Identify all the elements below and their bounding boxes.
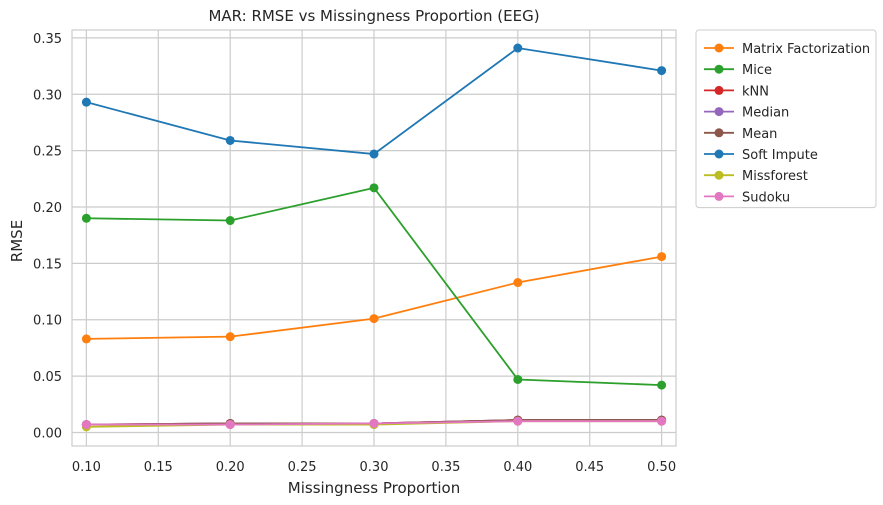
data-point [513,374,523,384]
plot-frame [71,29,677,447]
y-tick-label: 0.30 [33,88,62,103]
legend-swatch-marker [714,149,724,159]
legend-item: Soft Impute [704,148,818,163]
y-tick-label: 0.10 [33,314,62,329]
data-point [369,183,379,193]
x-tick-label: 0.30 [360,460,389,475]
y-tick-label: 0.15 [33,257,62,272]
legend-label: kNN [742,84,769,99]
y-tick-label: 0.35 [33,32,62,47]
x-axis-label: Missingness Proportion [288,479,460,497]
x-tick-label: 0.50 [647,460,676,475]
data-point [81,420,91,430]
x-tick-label: 0.10 [72,460,101,475]
y-tick-label: 0.05 [33,370,62,385]
legend-swatch-marker [714,64,724,74]
data-point [657,66,667,76]
legend-item: Matrix Factorization [704,42,870,57]
y-tick-label: 0.25 [33,145,62,160]
legend-item: Median [704,106,789,121]
data-point [513,416,523,426]
legend-swatch-marker [714,128,724,138]
legend-label: Missforest [742,169,808,184]
data-point [225,420,235,430]
y-tick-label: 0.20 [33,201,62,216]
legend-item: Missforest [704,169,808,184]
series-sudoku [81,416,667,430]
x-tick-label: 0.25 [288,460,317,475]
legend-swatch-marker [714,107,724,117]
data-point [369,418,379,428]
series-layer [81,43,667,432]
legend-label: Sudoku [742,190,790,205]
data-point [81,97,91,107]
legend-item: kNN [704,84,769,99]
data-point [657,416,667,426]
x-tick-labels: 0.10 0.15 0.20 0.25 0.30 0.35 0.40 0.45 0.50 [72,460,676,475]
data-point [225,216,235,226]
series-soft-impute [81,43,667,159]
legend-swatch-marker [714,191,724,201]
legend-label: Mean [742,127,777,142]
x-tick-label: 0.45 [575,460,604,475]
data-point [369,149,379,159]
y-axis-label: RMSE [8,220,26,262]
series-mice [81,183,667,390]
y-tick-label: 0.00 [33,426,62,441]
data-point [81,334,91,344]
legend-swatch-marker [714,85,724,95]
legend-label: Median [742,106,789,121]
legend-label: Matrix Factorization [742,42,870,57]
data-point [225,332,235,342]
legend-item: Sudoku [704,190,790,205]
x-tick-label: 0.35 [431,460,460,475]
series-matrix-factorization [81,252,667,344]
legend-swatch-marker [714,170,724,180]
legend-label: Mice [742,63,772,78]
legend-item: Mean [704,127,777,142]
data-point [513,43,523,53]
legend-label: Soft Impute [742,148,818,163]
legend-item: Mice [704,63,772,78]
legend-box [695,29,877,209]
legend-swatch-marker [714,43,724,53]
chart-title: MAR: RMSE vs Missingness Proportion (EEG… [208,7,539,25]
data-point [657,380,667,390]
data-point [225,135,235,145]
data-point [657,252,667,262]
data-point [513,278,523,288]
y-tick-labels: 0.00 0.05 0.10 0.15 0.20 0.25 0.30 0.35 [33,32,62,442]
x-tick-label: 0.20 [216,460,245,475]
x-tick-label: 0.40 [503,460,532,475]
legend: Matrix Factorization Mice kNN Median Mean Sof… [695,29,877,209]
data-point [369,314,379,324]
data-point [81,213,91,223]
x-tick-label: 0.15 [144,460,173,475]
